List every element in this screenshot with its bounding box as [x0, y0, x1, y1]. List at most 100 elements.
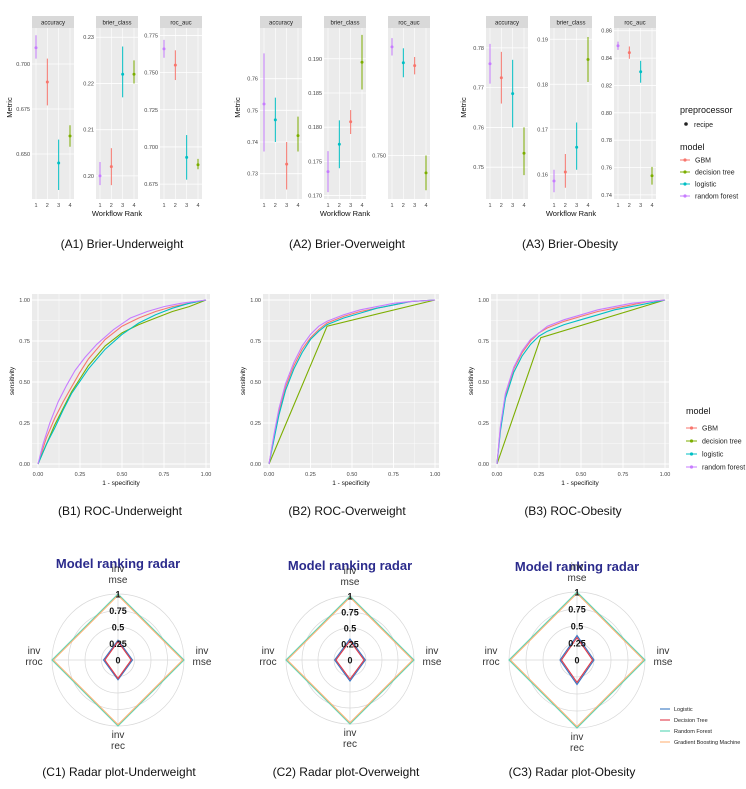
x-tick-label: 3 — [57, 203, 60, 209]
x-tick-label: 2 — [402, 203, 405, 209]
data-point — [488, 62, 492, 66]
radar-ring-label: 0.75 — [568, 605, 586, 615]
x-tick-label: 2 — [564, 203, 567, 209]
legend-swatch-dot — [683, 170, 687, 174]
caption-b1: (B1) ROC-Underweight — [58, 504, 183, 518]
x-tick-label: 3 — [349, 203, 352, 209]
legend-label: random forest — [695, 194, 738, 201]
radar-axis-label: rec — [343, 739, 357, 750]
y-tick-label: 0.80 — [601, 111, 612, 117]
radar-series-Decision-Tree — [104, 640, 132, 680]
y-tick-label: 0.750 — [372, 154, 386, 160]
facet-strip-label: accuracy — [41, 21, 65, 27]
legend-swatch-dot — [683, 182, 687, 186]
y-tick-label: 0.23 — [83, 35, 94, 41]
x-tick-label: 3 — [511, 203, 514, 209]
caption-c2: (C2) Radar plot-Overweight — [273, 765, 420, 779]
radar-ring-label: 0 — [347, 656, 352, 666]
y-tick-label: 0.185 — [308, 91, 322, 97]
legend-label: GBM — [702, 426, 718, 433]
legend-roc: GBM decision tree logistic random forest — [686, 426, 745, 472]
legend-label: Gradient Boosting Machine — [674, 740, 740, 746]
radar-axis-label: mse — [193, 657, 212, 668]
data-point — [273, 118, 277, 122]
y-tick-label: 0.00 — [250, 462, 261, 468]
data-point — [552, 179, 556, 183]
x-tick-label: 3 — [413, 203, 416, 209]
y-axis-label: Metric — [459, 97, 468, 118]
x-tick-label: 1 — [162, 203, 165, 209]
radar-ring-label: 0 — [115, 656, 120, 666]
legend-preprocessor-item: recipe — [694, 122, 713, 129]
x-tick-label: 1 — [616, 203, 619, 209]
y-axis-label: Metric — [5, 97, 14, 118]
radar-ring-label: 1 — [115, 590, 120, 600]
legend-swatch-dot — [683, 194, 687, 198]
data-point — [285, 162, 289, 166]
y-tick-label: 0.75 — [478, 339, 489, 345]
x-tick-label: 4 — [424, 203, 427, 209]
radar-ring-label: 0.75 — [109, 606, 127, 616]
x-axis-label: 1 - specificity — [332, 480, 370, 487]
radar-axis-label: rroc — [482, 657, 499, 668]
radar-series-Decision-Tree — [335, 639, 365, 681]
facet-strip-label: brier_class — [330, 21, 359, 27]
roc-curve-GBM — [37, 299, 207, 465]
radar-series-Logistic — [333, 637, 367, 683]
y-tick-label: 0.77 — [473, 86, 484, 92]
radar-axis-label: rroc — [259, 657, 276, 668]
y-tick-label: 0.170 — [308, 194, 322, 200]
y-tick-label: 0.22 — [83, 81, 94, 87]
x-tick-label: 0.25 — [534, 472, 545, 478]
x-tick-label: 0.50 — [117, 472, 128, 478]
data-point — [424, 171, 428, 175]
x-tick-label: 1.00 — [430, 472, 441, 478]
roc-curve-random-forest — [37, 299, 207, 465]
data-point — [262, 102, 266, 106]
data-point — [173, 63, 177, 67]
radar-axis-label: inv — [485, 646, 498, 657]
x-tick-label: 2 — [628, 203, 631, 209]
chart-a2: accuracy 0.73 0.74 0.75 0.76 1 2 3 4 brier_class 0… — [233, 16, 430, 218]
x-axis-label: Workflow Rank — [92, 209, 143, 218]
x-tick-label: 1 — [552, 203, 555, 209]
radar-axis-label: mse — [654, 657, 673, 668]
y-tick-label: 0.75 — [247, 108, 258, 114]
radar-axis-label: inv — [426, 646, 439, 657]
facet-panel — [260, 28, 302, 199]
data-point — [499, 76, 503, 80]
y-axis-label: Metric — [233, 97, 242, 118]
radar-axis-label: inv — [571, 562, 584, 573]
x-tick-label: 4 — [196, 203, 199, 209]
x-tick-label: 2 — [110, 203, 113, 209]
x-tick-label: 3 — [639, 203, 642, 209]
facet-strip — [324, 16, 366, 28]
data-point — [45, 80, 49, 84]
radar-ring-label: 0.5 — [344, 624, 357, 634]
radar-series-Decision-Tree — [560, 636, 594, 684]
data-point — [413, 64, 417, 68]
radar-title: Model ranking radar — [56, 556, 180, 571]
x-axis-label: 1 - specificity — [102, 480, 140, 487]
facet-panel — [160, 28, 202, 199]
y-tick-label: 0.76 — [247, 77, 258, 83]
y-tick-label: 0.76 — [601, 166, 612, 172]
x-tick-label: 0.00 — [492, 472, 503, 478]
facet-strip — [96, 16, 138, 28]
x-tick-label: 0.25 — [305, 472, 316, 478]
facet-strip — [614, 16, 656, 28]
x-tick-label: 2 — [174, 203, 177, 209]
radar-axis-label: inv — [262, 646, 275, 657]
radar-axis-label: inv — [657, 646, 670, 657]
y-tick-label: 0.74 — [601, 193, 612, 199]
y-tick-label: 0.16 — [537, 172, 548, 178]
x-tick-label: 2 — [338, 203, 341, 209]
legend-label: decision tree — [695, 170, 735, 177]
facet-strip — [486, 16, 528, 28]
facet-panel — [614, 28, 656, 199]
y-tick-label: 0.190 — [308, 57, 322, 63]
data-point — [650, 174, 654, 178]
facet-strip-label: accuracy — [495, 21, 519, 27]
facet-panel — [32, 28, 74, 199]
